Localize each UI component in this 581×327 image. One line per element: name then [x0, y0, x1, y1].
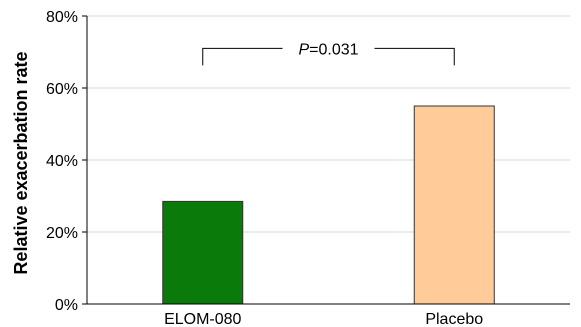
y-tick-label: 20% — [46, 225, 78, 242]
x-axis-ticks: ELOM-080 Placebo — [164, 311, 483, 327]
y-tick-label: 40% — [46, 153, 78, 170]
bars — [162, 105, 495, 305]
p-value-prefix: P — [298, 41, 309, 58]
p-value-suffix: =0.031 — [309, 41, 358, 58]
p-value-label: P=0.031 — [298, 41, 358, 58]
x-tick-label: ELOM-080 — [164, 311, 241, 327]
y-tick-label: 0% — [55, 297, 78, 314]
x-tick-label: Placebo — [425, 311, 483, 327]
bracket-right-line — [374, 47, 455, 66]
bar-elom-080 — [162, 200, 244, 305]
bar-placebo — [413, 105, 495, 305]
y-axis-label: Relative exacerbation rate — [11, 51, 31, 274]
significance-bracket: P=0.031 — [202, 41, 455, 66]
y-tick-label: 80% — [46, 9, 78, 26]
bracket-left-line — [202, 47, 283, 66]
y-axis-ticks: 0% 20% 40% 60% 80% — [46, 9, 87, 314]
y-tick-label: 60% — [46, 81, 78, 98]
